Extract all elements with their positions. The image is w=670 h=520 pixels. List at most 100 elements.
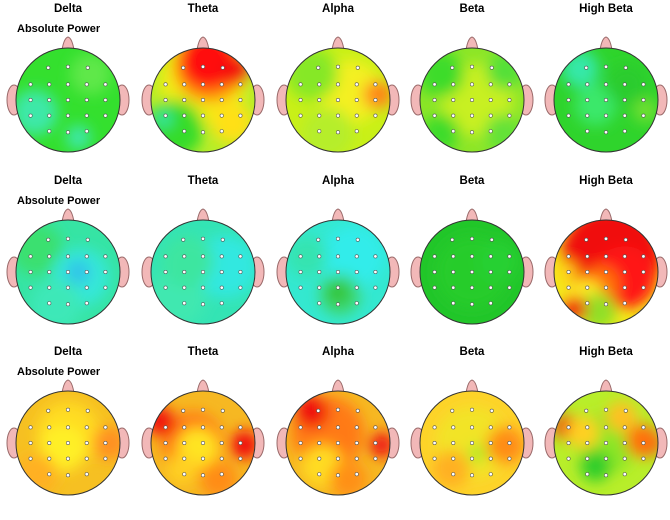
electrode-dot bbox=[604, 254, 609, 259]
electrode-dot bbox=[336, 270, 341, 275]
electrode-dot bbox=[46, 65, 51, 70]
power-region bbox=[625, 424, 658, 458]
electrode-dot bbox=[641, 285, 646, 290]
electrode-dot bbox=[201, 98, 206, 103]
electrode-dot bbox=[219, 129, 224, 134]
electrode-dot bbox=[201, 130, 206, 135]
electrode-dot bbox=[84, 270, 89, 275]
electrode-dot bbox=[47, 113, 52, 118]
head-outline bbox=[553, 219, 659, 325]
electrode-dot bbox=[28, 254, 33, 259]
electrode-dot bbox=[28, 98, 33, 103]
nose bbox=[61, 208, 75, 223]
electrode-dot bbox=[566, 441, 571, 446]
electrode-dot bbox=[451, 270, 456, 275]
electrode-dot bbox=[46, 237, 51, 242]
electrode-dot bbox=[470, 270, 475, 275]
electrode-dot bbox=[298, 113, 303, 118]
electrode-dot bbox=[201, 441, 206, 446]
nose bbox=[331, 36, 345, 51]
electrode-dot bbox=[470, 254, 475, 259]
electrode-dot bbox=[450, 408, 455, 413]
nose bbox=[465, 36, 479, 51]
electrode-dot bbox=[317, 270, 322, 275]
band-title: Delta bbox=[53, 3, 83, 15]
power-region bbox=[295, 395, 329, 429]
electrode-dot bbox=[317, 82, 322, 87]
electrode-dot bbox=[336, 236, 341, 241]
electrode-dot bbox=[201, 456, 206, 461]
electrode-dot bbox=[507, 270, 512, 275]
electrode-dot bbox=[317, 129, 322, 134]
nose bbox=[331, 379, 345, 394]
electrode-dot bbox=[84, 472, 89, 477]
electrode-dot bbox=[566, 456, 571, 461]
power-region bbox=[486, 426, 524, 464]
electrode-dot bbox=[317, 98, 322, 103]
electrode-dot bbox=[47, 98, 52, 103]
electrode-dot bbox=[622, 113, 627, 118]
electrode-dot bbox=[238, 82, 243, 87]
electrode-dot bbox=[163, 270, 168, 275]
band-title: Alpha bbox=[322, 346, 354, 358]
electrode-dot bbox=[470, 113, 475, 118]
head-outline bbox=[15, 219, 121, 325]
electrode-dot bbox=[470, 425, 475, 430]
electrode-dot bbox=[641, 270, 646, 275]
electrode-dot bbox=[219, 425, 224, 430]
nose bbox=[465, 379, 479, 394]
nose bbox=[599, 36, 613, 51]
electrode-dot bbox=[507, 425, 512, 430]
electrode-dot bbox=[47, 472, 52, 477]
scalp-map bbox=[544, 208, 668, 325]
electrode-dot bbox=[84, 113, 89, 118]
electrode-dot bbox=[182, 285, 187, 290]
electrode-dot bbox=[219, 301, 224, 306]
electrode-dot bbox=[604, 456, 609, 461]
electrode-dot bbox=[585, 441, 590, 446]
electrode-dot bbox=[66, 130, 71, 135]
electrode-dot bbox=[238, 254, 243, 259]
electrode-dot bbox=[182, 98, 187, 103]
power-region bbox=[633, 97, 658, 123]
power-region bbox=[151, 100, 204, 152]
electrode-dot bbox=[336, 407, 341, 412]
electrode-dot bbox=[354, 425, 359, 430]
electrode-dot bbox=[622, 285, 627, 290]
electrode-dot bbox=[66, 302, 71, 307]
electrode-dot bbox=[47, 270, 52, 275]
electrode-dot bbox=[373, 98, 378, 103]
electrode-dot bbox=[103, 456, 108, 461]
power-region bbox=[329, 460, 368, 495]
electrode-dot bbox=[470, 441, 475, 446]
nose bbox=[196, 36, 210, 51]
band-title: Delta bbox=[53, 346, 83, 358]
electrode-dot bbox=[451, 425, 456, 430]
electrode-dot bbox=[66, 425, 71, 430]
electrode-dot bbox=[103, 113, 108, 118]
electrode-dot bbox=[585, 254, 590, 259]
electrode-dot bbox=[47, 425, 52, 430]
electrode-dot bbox=[47, 254, 52, 259]
electrode-dot bbox=[85, 237, 90, 242]
band-title: Alpha bbox=[322, 175, 354, 187]
power-region bbox=[166, 453, 198, 485]
nose bbox=[465, 208, 479, 223]
electrode-dot bbox=[566, 113, 571, 118]
electrode-dot bbox=[585, 98, 590, 103]
electrode-dot bbox=[470, 64, 475, 69]
nose bbox=[599, 208, 613, 223]
electrode-dot bbox=[432, 82, 437, 87]
electrode-dot bbox=[182, 301, 187, 306]
electrode-dot bbox=[317, 113, 322, 118]
power-region bbox=[484, 114, 522, 152]
electrode-dot bbox=[336, 441, 341, 446]
electrode-dot bbox=[317, 472, 322, 477]
electrode-dot bbox=[84, 441, 89, 446]
electrode-dot bbox=[103, 82, 108, 87]
scalp-map bbox=[6, 208, 130, 325]
nose bbox=[331, 208, 345, 223]
electrode-dot bbox=[354, 285, 359, 290]
electrode-dot bbox=[451, 254, 456, 259]
electrode-dot bbox=[182, 113, 187, 118]
